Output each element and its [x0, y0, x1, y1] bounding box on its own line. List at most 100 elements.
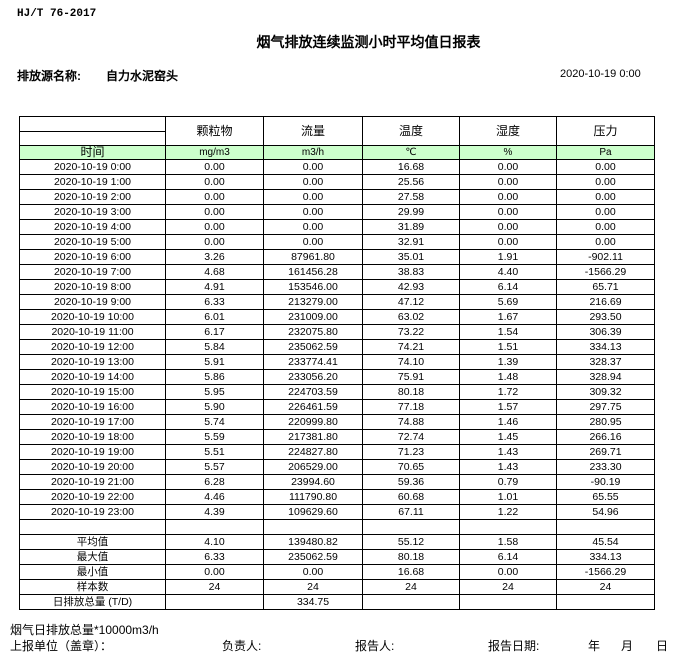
table-row: 2020-10-19 3:00 0.00 0.00 29.99 0.00 0.00 — [19, 204, 655, 220]
value-cell: 4.39 — [165, 504, 264, 520]
table-row: 2020-10-19 16:00 5.90 226461.59 77.18 1.57 29… — [19, 399, 655, 415]
value-cell: 0.00 — [459, 174, 557, 190]
stats-row: 样本数 24 24 24 24 24 — [19, 579, 655, 595]
value-cell: 38.83 — [362, 264, 460, 280]
value-cell: 1.51 — [459, 339, 557, 355]
value-cell: 233056.20 — [263, 369, 363, 385]
value-cell: 0.00 — [263, 204, 363, 220]
footer-note: 烟气日排放总量*10000m3/h — [10, 623, 159, 637]
value-cell: 1.45 — [459, 429, 557, 445]
value-cell: 1.54 — [459, 324, 557, 340]
value-cell: 5.95 — [165, 384, 264, 400]
time-cell: 2020-10-19 20:00 — [19, 459, 166, 475]
stats-value: 16.68 — [362, 564, 460, 580]
stats-value: 1.58 — [459, 534, 557, 550]
stats-label: 样本数 — [19, 579, 166, 595]
value-cell: 65.71 — [556, 279, 655, 295]
value-cell: 0.00 — [459, 189, 557, 205]
stats-value: 235062.59 — [263, 549, 363, 565]
value-cell: 1.72 — [459, 384, 557, 400]
value-cell: 73.22 — [362, 324, 460, 340]
stats-value — [459, 594, 557, 610]
table-row: 2020-10-19 5:00 0.00 0.00 32.91 0.00 0.00 — [19, 234, 655, 250]
value-cell: 72.74 — [362, 429, 460, 445]
reporting-unit-label: 上报单位（盖章）： — [10, 639, 113, 653]
value-cell: 80.18 — [362, 384, 460, 400]
table-row: 2020-10-19 15:00 5.95 224703.59 80.18 1.72 30… — [19, 384, 655, 400]
value-cell: 0.00 — [263, 189, 363, 205]
value-cell: 42.93 — [362, 279, 460, 295]
empty-cell — [263, 519, 363, 535]
table-row: 2020-10-19 9:00 6.33 213279.00 47.12 5.69 216… — [19, 294, 655, 310]
stats-value: 6.14 — [459, 549, 557, 565]
table-row: 2020-10-19 19:00 5.51 224827.80 71.23 1.43 26… — [19, 444, 655, 460]
value-cell: 233.30 — [556, 459, 655, 475]
value-cell: 1.39 — [459, 354, 557, 370]
value-cell: 67.11 — [362, 504, 460, 520]
value-cell: 306.39 — [556, 324, 655, 340]
unit-cell: mg/m3 — [165, 145, 264, 160]
table-row: 2020-10-19 11:00 6.17 232075.80 73.22 1.54 30… — [19, 324, 655, 340]
stats-value: 4.10 — [165, 534, 264, 550]
time-cell: 2020-10-19 13:00 — [19, 354, 166, 370]
value-cell: 1.01 — [459, 489, 557, 505]
value-cell: 1.48 — [459, 369, 557, 385]
value-cell: 6.33 — [165, 294, 264, 310]
table-row: 2020-10-19 22:00 4.46 111790.80 60.68 1.01 65… — [19, 489, 655, 505]
value-cell: 32.91 — [362, 234, 460, 250]
time-header: 时间 — [19, 145, 166, 160]
value-cell: 29.99 — [362, 204, 460, 220]
time-cell: 2020-10-19 3:00 — [19, 204, 166, 220]
time-cell: 2020-10-19 21:00 — [19, 474, 166, 490]
stats-row: 平均值 4.10 139480.82 55.12 1.58 45.54 — [19, 534, 655, 550]
table-row: 2020-10-19 8:00 4.91 153546.00 42.93 6.14 65.… — [19, 279, 655, 295]
value-cell: -1566.29 — [556, 264, 655, 280]
value-cell: 6.28 — [165, 474, 264, 490]
time-cell: 2020-10-19 23:00 — [19, 504, 166, 520]
value-cell: 71.23 — [362, 444, 460, 460]
stats-value — [362, 594, 460, 610]
time-cell: 2020-10-19 9:00 — [19, 294, 166, 310]
stats-label: 日排放总量 (T/D) — [19, 594, 166, 610]
table-row: 2020-10-19 23:00 4.39 109629.60 67.11 1.22 54… — [19, 504, 655, 520]
value-cell: 224703.59 — [263, 384, 363, 400]
value-cell: 63.02 — [362, 309, 460, 325]
time-cell: 2020-10-19 12:00 — [19, 339, 166, 355]
time-cell: 2020-10-19 4:00 — [19, 219, 166, 235]
value-cell: 31.89 — [362, 219, 460, 235]
value-cell: 231009.00 — [263, 309, 363, 325]
table-row: 2020-10-19 20:00 5.57 206529.00 70.65 1.43 23… — [19, 459, 655, 475]
column-header: 流量 — [263, 116, 363, 146]
time-cell: 2020-10-19 18:00 — [19, 429, 166, 445]
header-row: 颗粒物 流量 温度 湿度 压力 — [19, 116, 655, 146]
reporter-label: 报告人: — [355, 639, 395, 653]
stats-value: 45.54 — [556, 534, 655, 550]
column-header: 颗粒物 — [165, 116, 264, 146]
value-cell: 5.90 — [165, 399, 264, 415]
column-header: 温度 — [362, 116, 460, 146]
value-cell: 0.00 — [459, 234, 557, 250]
stats-value: 334.13 — [556, 549, 655, 565]
day-label: 日 — [656, 639, 669, 653]
value-cell: 74.88 — [362, 414, 460, 430]
value-cell: 25.56 — [362, 174, 460, 190]
table-row: 2020-10-19 4:00 0.00 0.00 31.89 0.00 0.00 — [19, 219, 655, 235]
value-cell: 75.91 — [362, 369, 460, 385]
report-datetime: 2020-10-19 0:00 — [560, 68, 641, 80]
source-value: 自力水泥窑头 — [106, 69, 179, 83]
stats-value: 0.00 — [459, 564, 557, 580]
stats-value: 0.00 — [263, 564, 363, 580]
value-cell: 5.74 — [165, 414, 264, 430]
value-cell: 6.17 — [165, 324, 264, 340]
value-cell: 1.67 — [459, 309, 557, 325]
value-cell: 220999.80 — [263, 414, 363, 430]
value-cell: 0.00 — [165, 204, 264, 220]
time-cell: 2020-10-19 5:00 — [19, 234, 166, 250]
value-cell: 70.65 — [362, 459, 460, 475]
time-cell: 2020-10-19 11:00 — [19, 324, 166, 340]
value-cell: 5.51 — [165, 444, 264, 460]
table-row: 2020-10-19 2:00 0.00 0.00 27.58 0.00 0.00 — [19, 189, 655, 205]
stats-label: 最大值 — [19, 549, 166, 565]
value-cell: 23994.60 — [263, 474, 363, 490]
stats-value — [556, 594, 655, 610]
